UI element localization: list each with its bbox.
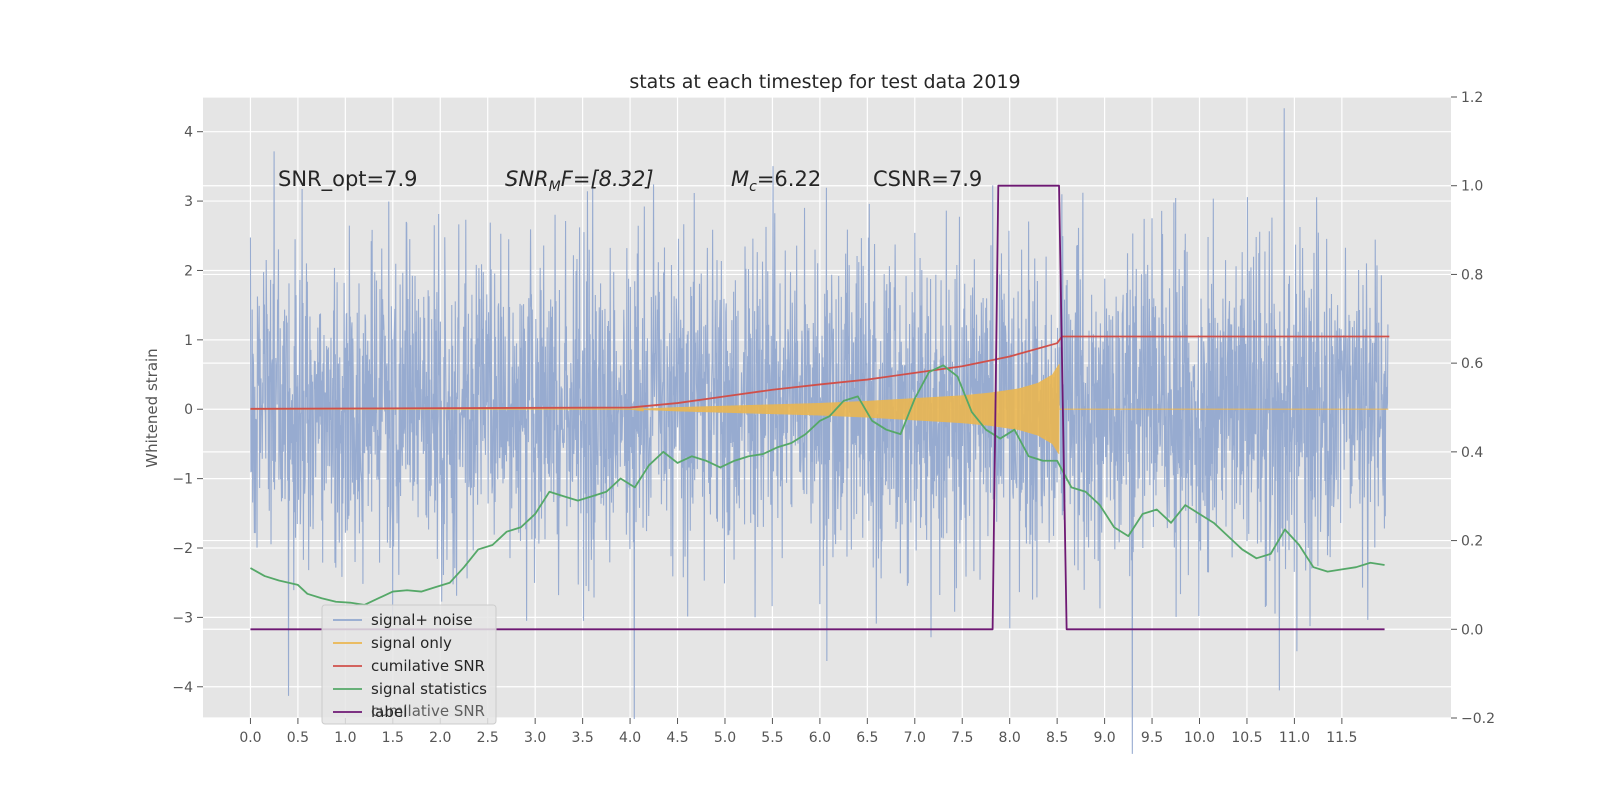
- axes: 4 3 2 1 0 −1 −2 −3 −4 1.2 1.0 0.8 0.6 0.4 0.2 0.0 −0.2 0.…: [172, 90, 1495, 746]
- x-tick-label: 5.5: [761, 730, 783, 746]
- y-axis-title: Whitened strain: [143, 348, 161, 467]
- series-signal-statistics: [250, 364, 1385, 606]
- annotation-csnr: CSNR=7.9: [873, 167, 982, 191]
- x-tick-label: 3.0: [524, 730, 546, 746]
- x-tick-label: 3.5: [571, 730, 593, 746]
- y-tick-label: −4: [172, 680, 193, 696]
- legend-label: label: [371, 703, 407, 721]
- y2-tick-label: 1.2: [1461, 90, 1483, 106]
- x-tick-label: 0.5: [287, 730, 309, 746]
- x-tick-label: 4.5: [666, 730, 688, 746]
- y-tick-label: 4: [184, 125, 193, 141]
- y2-tick-label: 0.2: [1461, 534, 1483, 550]
- annotation-mc: Mc=6.22: [731, 167, 821, 195]
- x-tick-label: 7.5: [951, 730, 973, 746]
- x-tick-label: 2.0: [429, 730, 451, 746]
- x-tick-label: 6.5: [856, 730, 878, 746]
- x-tick-label: 4.0: [619, 730, 641, 746]
- chart-title: stats at each timestep for test data 201…: [629, 71, 1020, 93]
- series-label: [250, 184, 1385, 631]
- y-tick-label: 2: [184, 263, 193, 279]
- x-tick-label: 2.5: [477, 730, 499, 746]
- x-tick-label: 6.0: [809, 730, 831, 746]
- legend-label: signal only: [371, 634, 452, 652]
- y2-tick-label: −0.2: [1461, 711, 1495, 727]
- legend-label: signal statistics: [371, 680, 487, 698]
- y-tick-label: −3: [172, 610, 193, 626]
- x-tick-label: 7.0: [904, 730, 926, 746]
- series-signal-noise: [249, 108, 1389, 754]
- y-tick-label: 1: [184, 333, 193, 349]
- y2-tick-label: 0.6: [1461, 356, 1483, 372]
- legend: cumilative SNR signal+ noise signal only c…: [321, 604, 497, 725]
- legend-ghost-text: cumilative SNR: [371, 702, 485, 720]
- x-tick-label: 11.5: [1326, 730, 1357, 746]
- series-layer: [249, 108, 1390, 754]
- legend-label: cumilative SNR: [371, 657, 485, 675]
- x-tick-label: 0.0: [239, 730, 261, 746]
- x-tick-label: 11.0: [1279, 730, 1310, 746]
- x-tick-label: 8.0: [999, 730, 1021, 746]
- series-cumulative-snr: [250, 335, 1390, 410]
- annotation-snr-opt: SNR_opt=7.9: [278, 167, 418, 192]
- y2-tick-label: 1.0: [1461, 179, 1483, 195]
- x-tick-label: 10.5: [1231, 730, 1262, 746]
- annotations: SNR_opt=7.9 SNRMF=[8.32] Mc=6.22 CSNR=7.…: [278, 167, 982, 195]
- y-tick-label: 0: [184, 402, 193, 418]
- y-tick-label: 3: [184, 194, 193, 210]
- series-signal-only: [250, 364, 1389, 454]
- legend-label: signal+ noise: [371, 611, 473, 629]
- x-tick-label: 10.0: [1184, 730, 1215, 746]
- x-tick-label: 9.0: [1093, 730, 1115, 746]
- legend-box: [321, 604, 497, 725]
- y2-tick-label: 0.0: [1461, 622, 1483, 638]
- x-tick-label: 9.5: [1141, 730, 1163, 746]
- x-tick-label: 1.5: [382, 730, 404, 746]
- x-tick-label: 8.5: [1046, 730, 1068, 746]
- y-tick-label: −1: [172, 472, 193, 488]
- x-tick-label: 5.0: [714, 730, 736, 746]
- y2-tick-label: 0.4: [1461, 445, 1483, 461]
- x-tick-label: 1.0: [334, 730, 356, 746]
- annotation-snr-mf: SNRMF=[8.32]: [505, 167, 654, 195]
- y2-tick-label: 0.8: [1461, 267, 1483, 283]
- y-tick-label: −2: [172, 541, 193, 557]
